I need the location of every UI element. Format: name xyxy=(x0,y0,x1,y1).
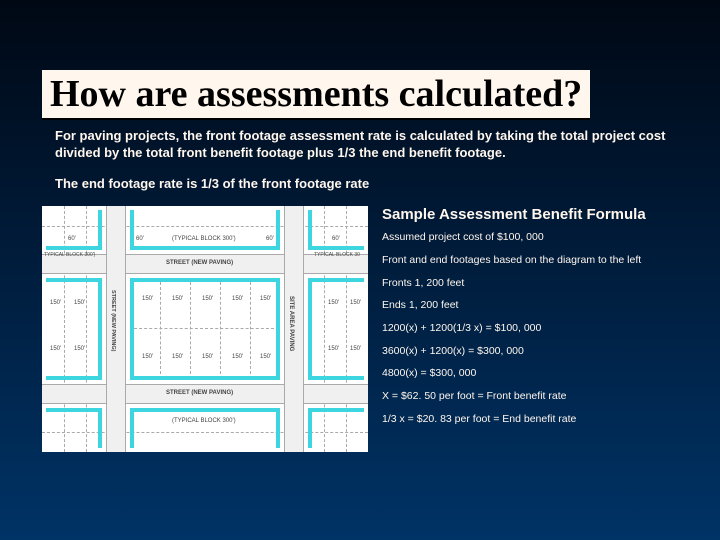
lbl-150-8: 150' xyxy=(202,354,213,360)
cyan-end-right-top xyxy=(276,210,280,250)
cyan-end-left-top xyxy=(98,210,102,250)
lbl-150-l3: 150' xyxy=(50,346,61,352)
paragraph-1: For paving projects, the front footage a… xyxy=(55,128,670,162)
lbl-150-10: 150' xyxy=(260,354,271,360)
formula-line-0: Assumed project cost of $100, 000 xyxy=(382,231,700,245)
lbl-150-l1: 150' xyxy=(50,300,61,306)
lbl-150-2: 150' xyxy=(172,296,183,302)
cyan-end-left2-top xyxy=(130,210,134,250)
lbl-typ-bot: (TYPICAL BLOCK 300') xyxy=(172,418,236,424)
lbl-typ-tl: TYPICAL BLOCK 300') xyxy=(44,252,95,258)
lbl-street-top: STREET (NEW PAVING) xyxy=(166,260,233,266)
lbl-street-bot: STREET (NEW PAVING) xyxy=(166,390,233,396)
lbl-typ-tr: TYPICAL BLOCK 30 xyxy=(314,252,360,258)
lbl-150-1: 150' xyxy=(142,296,153,302)
lbl-150-3: 150' xyxy=(202,296,213,302)
lbl-150-r1: 150' xyxy=(328,300,339,306)
cyan-end-right-bot xyxy=(276,408,280,448)
lbl-150-4: 150' xyxy=(232,296,243,302)
cyan-end-right2-bot xyxy=(308,408,312,448)
cyan-front-bot-right xyxy=(308,376,364,380)
cyan-end-left2-mid xyxy=(130,278,134,376)
content-row: 60' 60' 60' 60' (TYPICAL BLOCK 300') TYP… xyxy=(0,206,720,452)
cyan-end-left2-bot xyxy=(130,408,134,448)
paragraph-2: The end footage rate is 1/3 of the front… xyxy=(55,176,670,193)
lbl-150-r4: 150' xyxy=(350,346,361,352)
cyan-front-top2-mid xyxy=(130,278,280,282)
cyan-end-left-bot xyxy=(98,408,102,448)
cyan-front-bot2-left xyxy=(46,408,102,412)
cyan-end-right-mid xyxy=(276,278,280,376)
formula-line-4: 1200(x) + 1200(1/3 x) = $100, 000 xyxy=(382,322,700,336)
slide-title: How are assessments calculated? xyxy=(42,70,590,120)
cyan-end-right2-mid xyxy=(308,278,312,376)
cyan-front-top2-right xyxy=(308,278,364,282)
formula-line-2: Fronts 1, 200 feet xyxy=(382,277,700,291)
cyan-front-top2-left xyxy=(46,278,102,282)
formula-title: Sample Assessment Benefit Formula xyxy=(382,206,700,223)
cyan-front-bot2-mid xyxy=(130,408,280,412)
lbl-site-area: SITE AREA PAVING xyxy=(288,296,294,351)
lbl-60-tl: 60' xyxy=(68,236,76,242)
lbl-150-l2: 150' xyxy=(74,300,85,306)
lbl-street-left: STREET (NEW PAVING) xyxy=(110,290,116,352)
lbl-150-9: 150' xyxy=(232,354,243,360)
cyan-front-bot-left xyxy=(46,376,102,380)
cyan-end-right2-top xyxy=(308,210,312,250)
formula-line-6: 4800(x) = $300, 000 xyxy=(382,367,700,381)
lbl-60-tr2: 60' xyxy=(332,236,340,242)
block-diagram: 60' 60' 60' 60' (TYPICAL BLOCK 300') TYP… xyxy=(42,206,368,452)
cyan-front-bot-mid xyxy=(130,376,280,380)
formula-line-7: X = $62. 50 per foot = Front benefit rat… xyxy=(382,390,700,404)
lbl-150-5: 150' xyxy=(260,296,271,302)
formula-line-8: 1/3 x = $20. 83 per foot = End benefit r… xyxy=(382,413,700,427)
formula-line-5: 3600(x) + 1200(x) = $300, 000 xyxy=(382,345,700,359)
lbl-typ-top: (TYPICAL BLOCK 300') xyxy=(172,236,236,242)
cyan-front-bot2-right xyxy=(308,408,364,412)
lbl-60-tr: 60' xyxy=(266,236,274,242)
lbl-150-6: 150' xyxy=(142,354,153,360)
lbl-150-l4: 150' xyxy=(74,346,85,352)
lbl-150-r3: 150' xyxy=(328,346,339,352)
cyan-front-top-right xyxy=(308,246,364,250)
formula-line-1: Front and end footages based on the diag… xyxy=(382,254,700,268)
cyan-front-top-left xyxy=(46,246,102,250)
formula-line-3: Ends 1, 200 feet xyxy=(382,299,700,313)
cyan-front-top-mid xyxy=(130,246,280,250)
formula-column: Sample Assessment Benefit Formula Assume… xyxy=(382,206,700,452)
lbl-60-tl2: 60' xyxy=(136,236,144,242)
lbl-150-7: 150' xyxy=(172,354,183,360)
cyan-end-left-mid xyxy=(98,278,102,376)
lbl-150-r2: 150' xyxy=(350,300,361,306)
